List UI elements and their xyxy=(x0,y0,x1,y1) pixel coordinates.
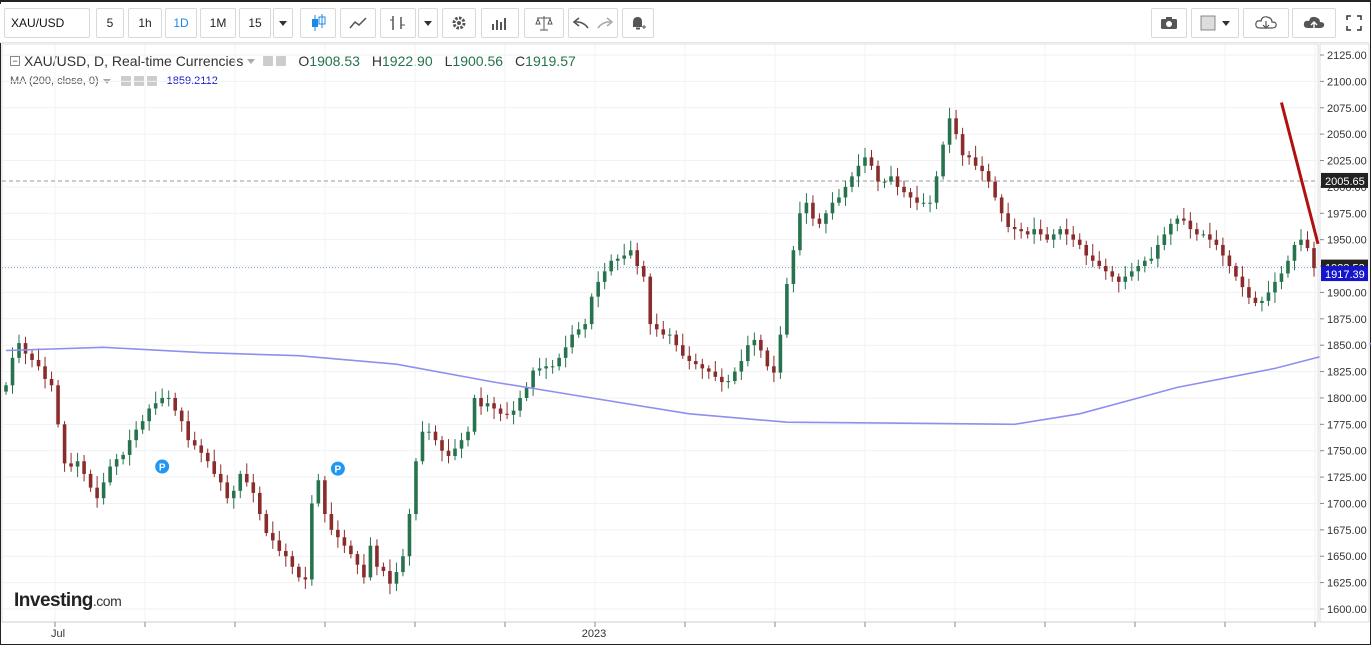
ma-legend: MA (200, close, 0) 1859.2112 xyxy=(10,75,218,87)
interval-15m-button[interactable]: 15 xyxy=(239,8,271,38)
interval-dropdown-button[interactable] xyxy=(273,8,293,38)
scale-icon xyxy=(535,16,553,31)
eye-icon[interactable] xyxy=(263,56,274,66)
fullscreen-icon xyxy=(1346,15,1362,31)
alert-button[interactable] xyxy=(622,8,654,38)
toolbar: XAU/USD 5 1h 1D 1M 15 xyxy=(0,4,1369,43)
bars-icon xyxy=(390,16,405,30)
chevron-down-icon[interactable] xyxy=(102,78,111,84)
interval-1d-button[interactable]: 1D xyxy=(165,8,197,38)
collapse-icon[interactable]: − xyxy=(10,56,20,66)
indicators-button[interactable] xyxy=(340,8,376,38)
chevron-down-icon xyxy=(1222,20,1230,26)
low-value: L1900.56 xyxy=(444,53,504,69)
interval-1m-button[interactable]: 1M xyxy=(200,8,236,38)
interval-5m-button[interactable]: 5 xyxy=(96,8,124,38)
drawing-tools-button[interactable] xyxy=(380,8,416,38)
symbol-selector[interactable]: XAU/USD xyxy=(4,8,90,38)
settings-button[interactable] xyxy=(442,8,476,38)
histogram-icon xyxy=(492,18,506,30)
high-value: H1922.90 xyxy=(371,53,433,69)
load-chart-button[interactable] xyxy=(1243,8,1289,38)
drawing-dropdown-button[interactable] xyxy=(418,8,438,38)
save-chart-button[interactable] xyxy=(1292,8,1336,38)
chevron-down-icon[interactable] xyxy=(247,58,256,64)
chevron-down-icon xyxy=(424,20,432,26)
cloud-upload-icon xyxy=(1303,16,1325,28)
screenshot-button[interactable] xyxy=(1151,8,1187,38)
series-legend: − XAU/USD, D, Real-time Currencies O1908… xyxy=(10,53,582,69)
eye-icon[interactable] xyxy=(120,76,131,86)
layout-button[interactable] xyxy=(1191,8,1239,38)
undo-icon[interactable] xyxy=(573,17,589,29)
camera-icon xyxy=(1161,17,1177,29)
ma-label: MA (200, close, 0) xyxy=(10,75,99,87)
line-chart-icon xyxy=(349,17,367,29)
bell-plus-icon xyxy=(633,17,646,30)
close-value: C1919.57 xyxy=(515,53,576,69)
fullscreen-button[interactable] xyxy=(1340,8,1368,38)
ma-value: 1859.2112 xyxy=(166,75,218,87)
candles-style-button[interactable] xyxy=(300,8,336,38)
interval-1h-button[interactable]: 1h xyxy=(128,8,162,38)
remove-icon[interactable] xyxy=(146,76,157,86)
candlestick-icon xyxy=(312,14,326,31)
undo-redo-group xyxy=(568,8,618,38)
studies-button[interactable] xyxy=(481,8,519,38)
square-icon xyxy=(1200,15,1216,31)
gear-icon xyxy=(452,16,466,30)
settings-small-icon[interactable] xyxy=(133,76,144,86)
cloud-download-icon xyxy=(1255,16,1277,29)
compare-button[interactable] xyxy=(524,8,564,38)
investing-logo: Investing.com xyxy=(14,590,122,611)
open-value: O1908.53 xyxy=(298,53,360,69)
series-title: XAU/USD, D, Real-time Currencies xyxy=(24,53,244,69)
redo-icon[interactable] xyxy=(597,17,613,29)
settings-small-icon[interactable] xyxy=(276,56,287,66)
chevron-down-icon xyxy=(279,20,287,26)
